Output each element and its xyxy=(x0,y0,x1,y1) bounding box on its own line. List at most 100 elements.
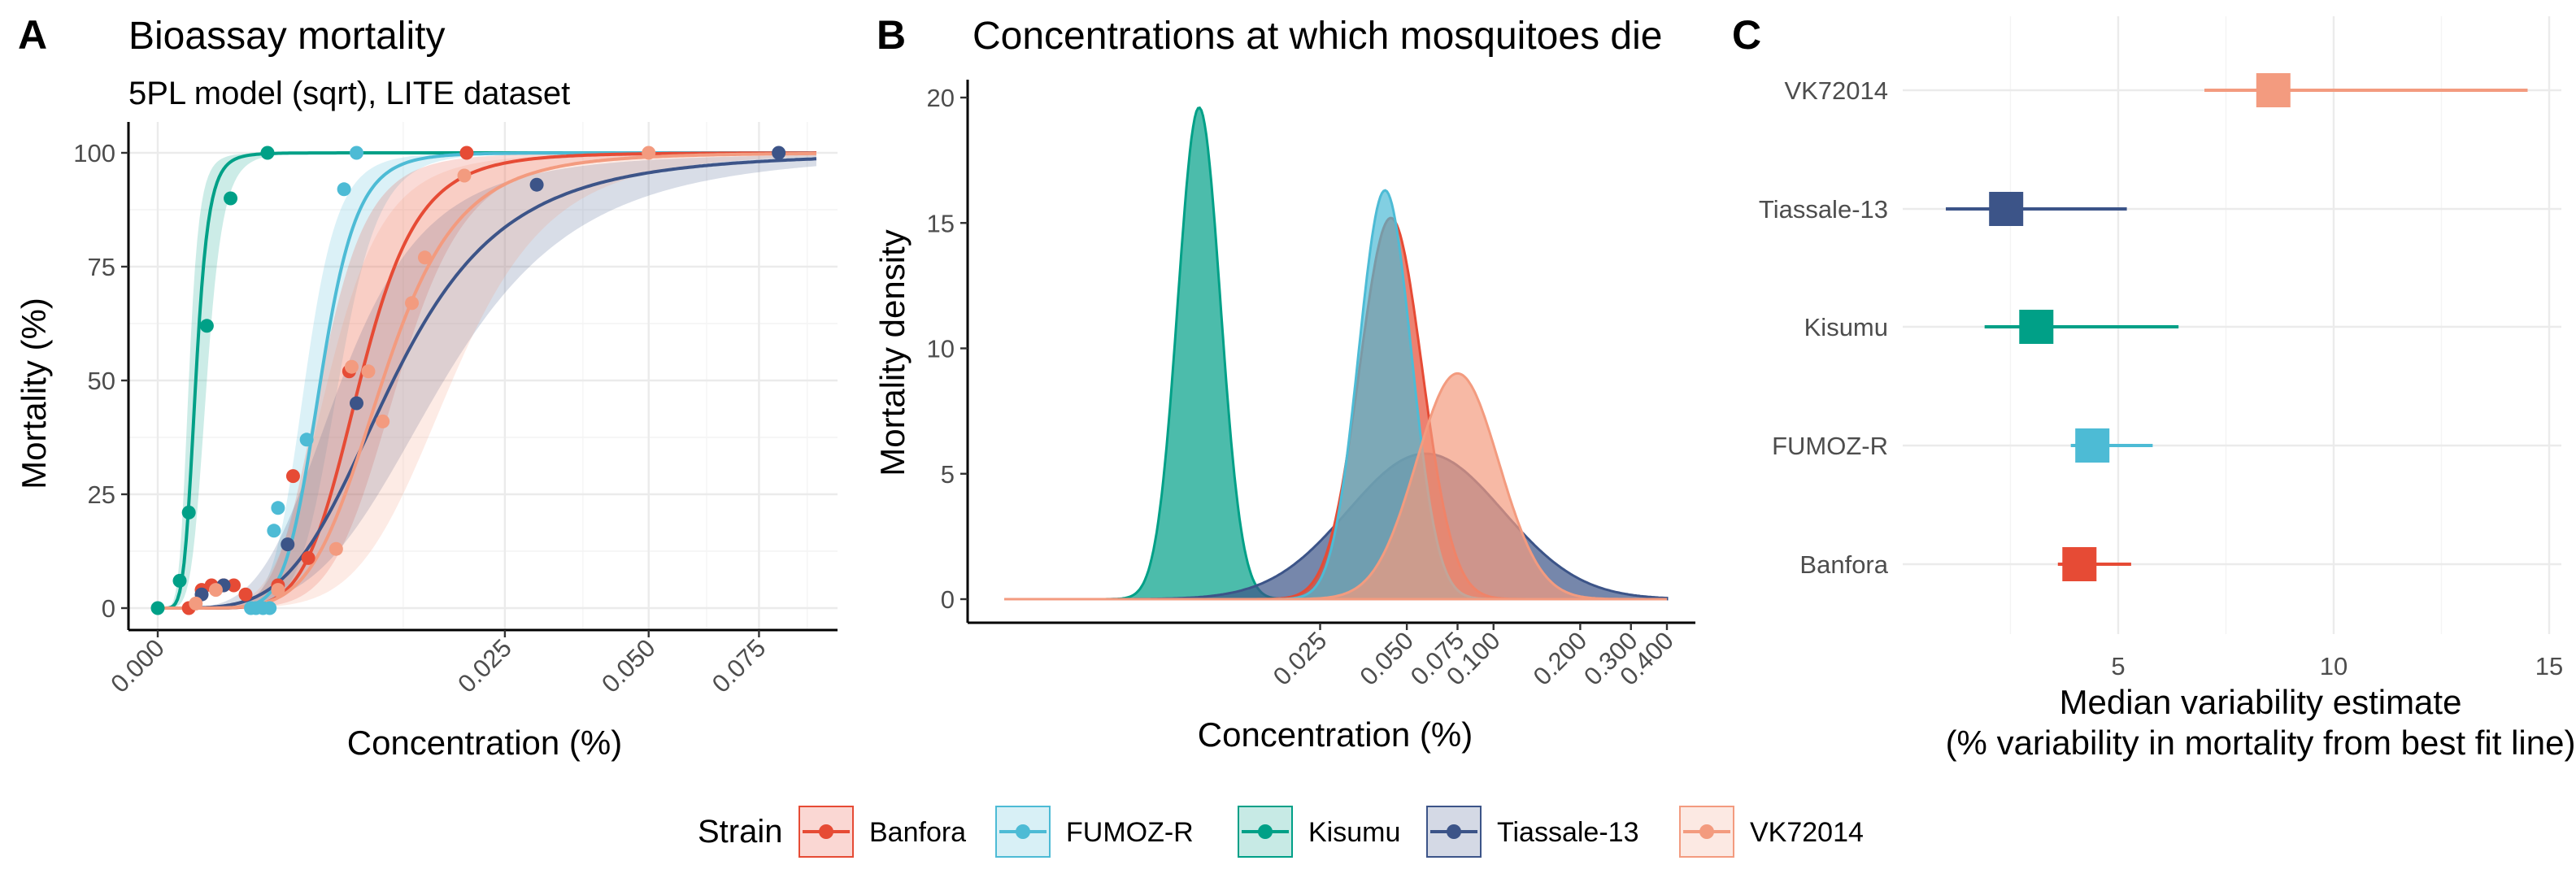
panel-a-x-label: Concentration (%) xyxy=(347,724,622,762)
point-banfora xyxy=(238,587,253,602)
ribbon-banfora xyxy=(158,153,816,608)
x-tick-label: 10 xyxy=(2320,652,2348,680)
fit-line-tiassale-13 xyxy=(158,157,817,610)
legend-item-banfora: Banfora xyxy=(798,806,966,858)
panel-c-plot: VK72014 Tiassale-13 Kisumu FUMOZ-R Banfora 5 1… xyxy=(1759,16,2563,680)
legend-item-vk72014: VK72014 xyxy=(1679,806,1864,858)
legend-label: Tiassale-13 xyxy=(1497,817,1638,848)
panel-b-x-label: Concentration (%) xyxy=(1198,715,1473,754)
x-tick-label: 0.075 xyxy=(707,633,772,698)
point-fumoz-r xyxy=(267,524,281,538)
x-tick-label: 5 xyxy=(2111,652,2125,680)
point-vk72014 xyxy=(376,414,390,428)
point-vk72014 xyxy=(189,596,203,611)
point-fumoz-r xyxy=(337,182,351,197)
point-banfora xyxy=(301,550,315,565)
legend-item-fumoz-r: FUMOZ-R xyxy=(995,806,1194,858)
point-kisumu xyxy=(150,601,165,615)
panel-a-subtitle: 5PL model (sqrt), LITE dataset xyxy=(128,76,570,111)
density-fumoz-r xyxy=(1004,189,1667,601)
panel-c: C Median variability estimate (% variabi… xyxy=(1732,12,2575,762)
point-fumoz-r xyxy=(299,432,314,447)
point-vk72014 xyxy=(271,583,285,598)
y-tick-label: 75 xyxy=(88,253,115,281)
legend-dot-fumoz-r xyxy=(1016,824,1030,839)
panel-a-plot: 0 25 50 75 100 0.000 0.025 0.050 0.075 xyxy=(73,122,838,698)
ribbon-vk72014 xyxy=(158,153,816,608)
y-tick-label: 5 xyxy=(941,460,955,489)
legend-item-kisumu: Kisumu xyxy=(1238,806,1400,858)
x-tick-label: 0.000 xyxy=(105,633,170,698)
ribbon-tiassale-13 xyxy=(158,154,816,609)
legend-title: Strain xyxy=(698,814,783,850)
point-vk72014 xyxy=(344,359,359,374)
legend-dot-kisumu xyxy=(1258,824,1273,839)
point-tiassale-13 xyxy=(772,146,786,160)
median-kisumu xyxy=(2019,310,2054,344)
y-tick-label: 10 xyxy=(927,335,955,363)
x-tick-label: 0.050 xyxy=(596,633,661,698)
category-label: FUMOZ-R xyxy=(1772,432,1888,460)
y-tick-label: 15 xyxy=(927,209,955,237)
point-banfora xyxy=(227,578,242,593)
panel-b-title: Concentrations at which mosquitoes die xyxy=(973,15,1662,58)
panel-a: A Bioassay mortality 5PL model (sqrt), L… xyxy=(15,12,838,762)
point-tiassale-13 xyxy=(281,537,295,552)
median-vk72014 xyxy=(2256,73,2291,107)
legend-items: Banfora FUMOZ-R Kisumu Tiassale-13 VK72014 xyxy=(798,806,1864,858)
point-vk72014 xyxy=(457,168,472,183)
point-vk72014 xyxy=(405,296,420,311)
ribbon-kisumu xyxy=(158,153,816,608)
point-vk72014 xyxy=(361,364,376,379)
x-tick-label: 15 xyxy=(2535,652,2563,680)
panel-b: B Concentrations at which mosquitoes die… xyxy=(873,12,1695,754)
category-label: VK72014 xyxy=(1784,76,1888,105)
legend: Strain Banfora FUMOZ-R Kisumu Tiassale-13 VK… xyxy=(698,806,1864,858)
point-kisumu xyxy=(172,573,187,588)
x-tick-label: 0.050 xyxy=(1354,626,1419,691)
legend-dot-banfora xyxy=(819,824,833,839)
legend-label: VK72014 xyxy=(1750,817,1864,848)
panel-c-tag: C xyxy=(1732,12,1761,58)
y-tick-label: 100 xyxy=(73,139,115,167)
y-tick-label: 20 xyxy=(927,84,955,112)
legend-label: Kisumu xyxy=(1308,817,1400,848)
legend-dot-vk72014 xyxy=(1699,824,1714,839)
panel-b-y-label: Mortality density xyxy=(873,229,912,476)
panel-c-x-label-2: (% variability in mortality from best fi… xyxy=(1946,724,2576,762)
point-vk72014 xyxy=(208,583,223,598)
point-fumoz-r xyxy=(263,601,277,615)
panel-a-tag: A xyxy=(18,12,47,58)
point-kisumu xyxy=(181,505,196,519)
y-tick-label: 50 xyxy=(88,367,115,395)
point-tiassale-13 xyxy=(349,396,363,411)
legend-label: FUMOZ-R xyxy=(1066,817,1194,848)
legend-dot-tiassale-13 xyxy=(1447,824,1461,839)
point-banfora xyxy=(285,469,300,484)
category-label: Tiassale-13 xyxy=(1759,195,1888,224)
point-banfora xyxy=(459,146,474,160)
median-fumoz-r xyxy=(2075,428,2110,463)
point-fumoz-r xyxy=(271,501,285,515)
point-tiassale-13 xyxy=(529,177,544,192)
median-tiassale-13 xyxy=(1989,192,2024,226)
legend-item-tiassale-13: Tiassale-13 xyxy=(1426,806,1638,858)
point-kisumu xyxy=(260,146,275,160)
legend-label: Banfora xyxy=(869,817,966,848)
point-vk72014 xyxy=(417,250,432,265)
y-tick-label: 0 xyxy=(102,594,115,623)
category-label: Banfora xyxy=(1799,550,1888,579)
panel-b-tag: B xyxy=(877,12,906,58)
point-vk72014 xyxy=(642,146,656,160)
point-vk72014 xyxy=(329,541,343,556)
y-tick-label: 25 xyxy=(88,480,115,509)
point-fumoz-r xyxy=(349,146,363,160)
panel-c-x-label: Median variability estimate xyxy=(2060,683,2462,721)
density-vk72014 xyxy=(1004,372,1667,601)
panel-a-title: Bioassay mortality xyxy=(128,15,445,58)
panel-a-y-label: Mortality (%) xyxy=(15,298,53,489)
y-tick-label: 0 xyxy=(941,585,955,614)
point-kisumu xyxy=(199,319,214,333)
